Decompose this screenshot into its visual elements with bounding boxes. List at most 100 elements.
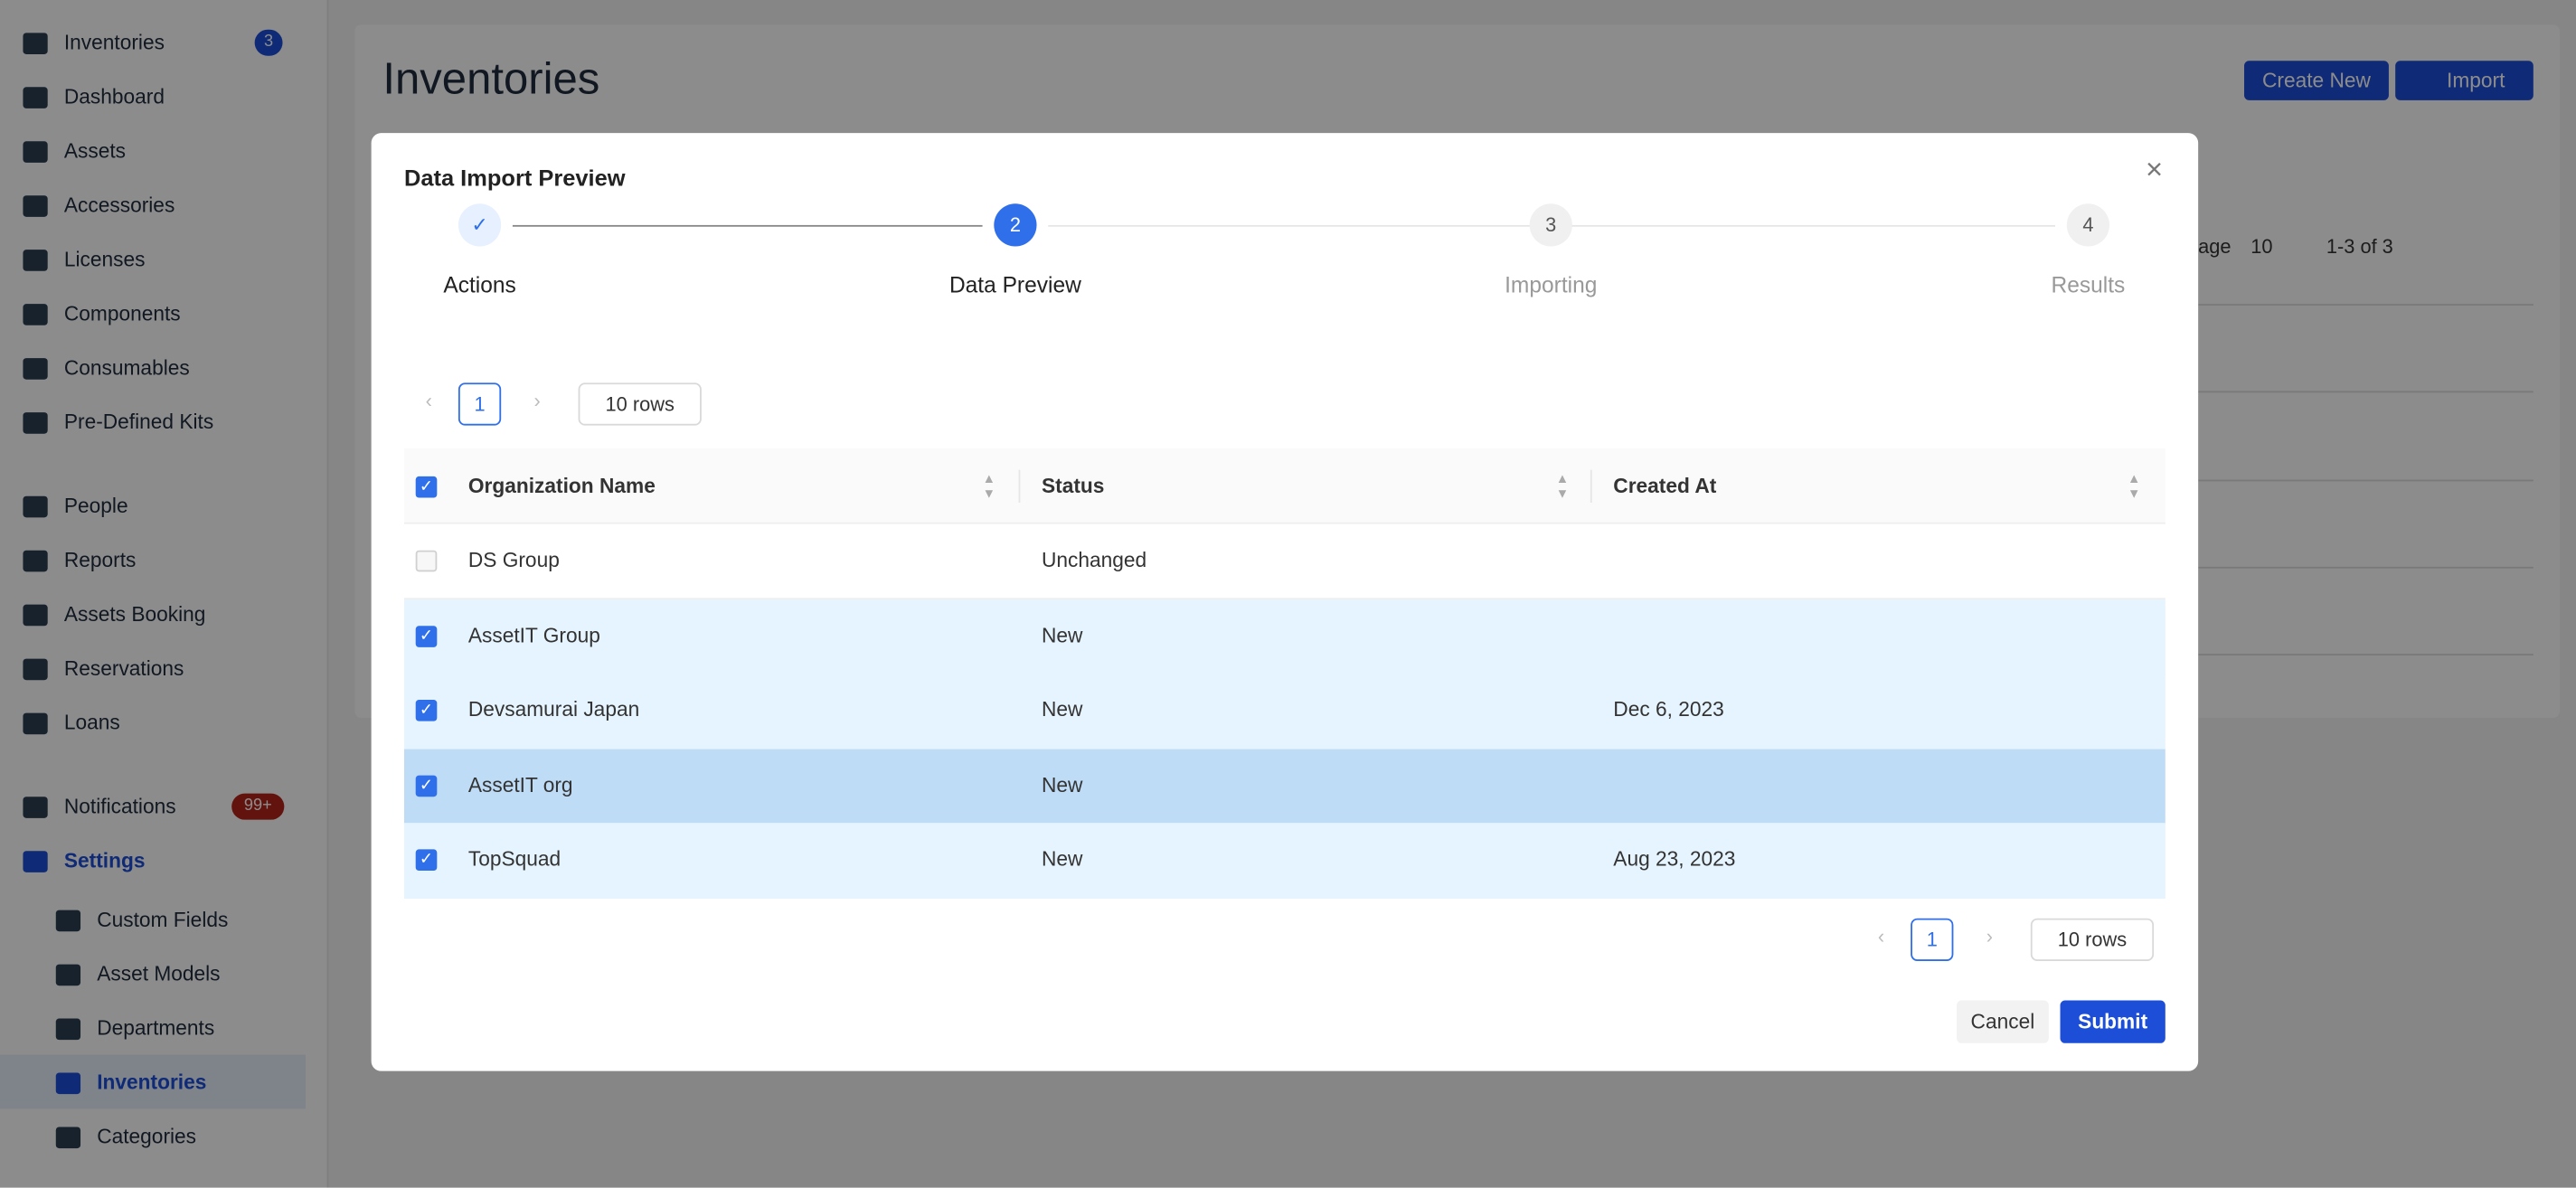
checkbox[interactable]: ✓	[415, 849, 438, 872]
nav-icon	[55, 1072, 81, 1095]
nav-icon	[55, 964, 81, 986]
table-cell: AssetIT Group	[467, 623, 600, 646]
rows-select[interactable]: 10 rows	[578, 382, 702, 426]
prev: ‹	[1877, 924, 1885, 948]
create-button[interactable]: Create New	[2244, 61, 2389, 100]
nav-icon	[23, 33, 48, 54]
table-row	[403, 599, 2166, 674]
table-cell: TopSquad	[467, 847, 561, 872]
table-cell: New	[1041, 623, 1083, 646]
nav-subitem[interactable]: Asset Models	[97, 962, 221, 986]
sidebar: Inventories 3 Dashboard Assets Accessories Li…	[0, 0, 329, 1188]
modal: Data Import Preview × ✓ Actions 2 Data Prev…	[371, 133, 2199, 1071]
nav-icon	[23, 304, 48, 325]
nav-icon	[23, 550, 48, 572]
next: ›	[533, 389, 541, 413]
nav-item[interactable]: Assets Booking	[63, 602, 206, 627]
step-label: Importing	[1505, 272, 1598, 297]
table-cell: Devsamurai Japan	[467, 698, 640, 721]
bg-rows	[2198, 304, 2534, 306]
page-label: age	[2198, 234, 2232, 259]
page-number[interactable]: 1	[1911, 918, 1954, 961]
nav-icon	[23, 712, 48, 735]
table-cell: DS Group	[467, 548, 560, 572]
nav-icon	[23, 358, 48, 380]
nav-item[interactable]: Dashboard	[63, 85, 165, 108]
table-row	[403, 673, 2166, 750]
nav-item[interactable]: Reservations	[63, 656, 184, 681]
step-circle: 2	[994, 203, 1037, 247]
nav-subitem[interactable]: Custom Fields	[97, 908, 229, 932]
checkbox[interactable]: ✓	[415, 700, 438, 721]
nav-item[interactable]: Settings	[63, 849, 146, 872]
nav-item[interactable]: Accessories	[63, 193, 175, 217]
cancel-button[interactable]: Cancel	[1957, 1000, 2049, 1043]
nav-icon	[23, 797, 48, 818]
table-cell: Aug 23, 2023	[1613, 847, 1736, 872]
step-label: Data Preview	[948, 272, 1081, 297]
table-cell: New	[1041, 772, 1083, 797]
nav-item[interactable]: Notifications	[63, 795, 176, 818]
column-header[interactable]: Organization Name	[467, 475, 656, 498]
table-row	[403, 523, 2166, 600]
step-circle: 3	[1529, 203, 1572, 247]
checkbox[interactable]	[415, 550, 438, 572]
nav-icon	[23, 412, 48, 434]
nav-icon	[23, 495, 48, 518]
step-circle: 4	[2066, 203, 2110, 247]
nav-item[interactable]: Pre-Defined Kits	[63, 410, 214, 434]
checkbox[interactable]: ✓	[415, 625, 438, 646]
nav-icon	[23, 604, 48, 627]
nav-icon	[55, 910, 81, 932]
step-label: Actions	[443, 272, 516, 297]
nav-subitem[interactable]: Categories	[97, 1125, 197, 1149]
page-title: Inventories	[382, 53, 600, 104]
step-line	[512, 224, 983, 227]
checkbox[interactable]: ✓	[415, 774, 438, 797]
sort-icon: ▲ ▼	[2128, 471, 2141, 502]
step-circle: ✓	[458, 203, 502, 247]
nav-item[interactable]: Licenses	[63, 248, 146, 271]
col-divider	[1018, 469, 1021, 504]
column-header[interactable]: Created At	[1613, 475, 1717, 498]
nav-item[interactable]: People	[63, 494, 128, 518]
prev: ‹	[425, 389, 432, 413]
page-size: 10	[2250, 234, 2273, 259]
nav-item[interactable]: Components	[63, 302, 181, 325]
nav-subitem[interactable]: Inventories	[97, 1070, 207, 1095]
nav-subitem[interactable]: Departments	[97, 1016, 215, 1041]
table-cell: AssetIT org	[467, 772, 573, 797]
page-number[interactable]: 1	[458, 382, 502, 426]
nav-icon	[23, 851, 48, 872]
checkbox[interactable]: ✓	[415, 476, 438, 498]
table-cell: Dec 6, 2023	[1613, 698, 1724, 721]
nav-item[interactable]: Consumables	[63, 356, 190, 380]
nav-item[interactable]: Inventories	[63, 31, 165, 54]
table-header	[403, 448, 2166, 524]
nav-item[interactable]: Reports	[63, 548, 137, 572]
nav-icon	[23, 141, 48, 163]
nav-icon	[23, 87, 48, 108]
nav-active-bg	[0, 1054, 306, 1109]
table-cell: New	[1041, 847, 1083, 872]
sort-icon: ▲ ▼	[1555, 471, 1570, 502]
nav-icon	[23, 195, 48, 217]
nav-icon	[55, 1018, 81, 1041]
nav-badge: 3	[254, 29, 283, 56]
import-button[interactable]: Import	[2395, 61, 2534, 100]
close-button[interactable]: ×	[2146, 152, 2164, 186]
nav-icon	[55, 1127, 81, 1149]
next: ›	[1986, 924, 1994, 948]
col-divider	[1590, 469, 1592, 504]
nav-item[interactable]: Assets	[63, 139, 127, 163]
submit-button[interactable]: Submit	[2060, 1000, 2166, 1043]
nav-badge: 99+	[231, 793, 285, 820]
column-header[interactable]: Status	[1041, 475, 1105, 498]
nav-icon	[23, 658, 48, 681]
nav-item[interactable]: Loans	[63, 711, 120, 735]
rows-select[interactable]: 10 rows	[2030, 918, 2155, 961]
page-range: 1-3 of 3	[2326, 234, 2393, 259]
table-cell: Unchanged	[1041, 548, 1147, 572]
